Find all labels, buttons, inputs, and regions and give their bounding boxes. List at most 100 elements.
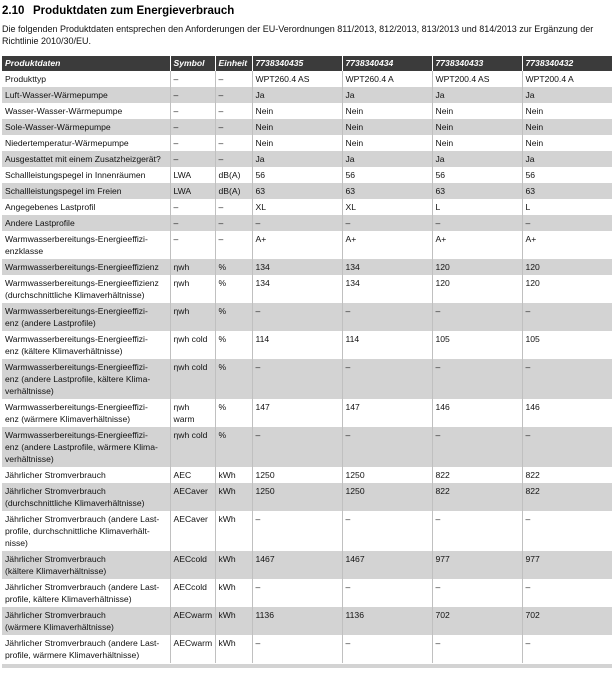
symbol-cell: ηwh — [169, 303, 215, 331]
product-row-label: Warmwasserbereitungs-Energieeffizi- enz … — [5, 334, 148, 356]
table-row: Warmwasserbereitungs-Energieeffizi- enz … — [2, 331, 612, 359]
value-cell: 822 — [431, 483, 522, 511]
value-cell: Ja — [251, 151, 342, 167]
value-cell: Ja — [341, 87, 432, 103]
symbol-cell: – — [169, 135, 215, 151]
symbol-cell: LWA — [169, 167, 215, 183]
value-cell: Nein — [251, 119, 342, 135]
value-cell: Ja — [341, 151, 432, 167]
table-row: Warmwasserbereitungs-Energieeffizienz (d… — [2, 275, 612, 303]
symbol-cell: AECaver — [169, 483, 215, 511]
value-cell: WPT200.4 A — [521, 71, 612, 87]
value-cell: 822 — [521, 483, 612, 511]
symbol-cell: AECcold — [169, 579, 215, 607]
unit-cell: % — [214, 275, 252, 303]
value-cell: – — [521, 215, 612, 231]
value-cell: Ja — [521, 151, 612, 167]
value-cell: Nein — [521, 135, 612, 151]
symbol-cell: – — [169, 231, 215, 259]
symbol-cell: – — [169, 87, 215, 103]
symbol-cell: AECcold — [169, 551, 215, 579]
value-cell: 1136 — [251, 607, 342, 635]
value-cell: 56 — [431, 167, 522, 183]
table-row: Jährlicher Stromverbrauch (durchschnittl… — [2, 483, 612, 511]
value-cell: WPT260.4 A — [341, 71, 432, 87]
table-row: Jährlicher Stromverbrauch (kältere Klima… — [2, 551, 612, 579]
table-row: Jährlicher Stromverbrauch (andere Last- … — [2, 579, 612, 607]
product-row-label: Ausgestattet mit einem Zusatzheizgerät? — [5, 154, 161, 164]
column-header-model-1: 7738340435 — [251, 56, 342, 71]
product-row-label: Niedertemperatur-Wärmepumpe — [5, 138, 129, 148]
symbol-cell: ηwh cold — [169, 331, 215, 359]
value-cell: 63 — [251, 183, 342, 199]
value-cell: 134 — [251, 275, 342, 303]
value-cell: Nein — [341, 119, 432, 135]
product-row-label: Jährlicher Stromverbrauch (andere Last- … — [5, 638, 160, 660]
value-cell: 134 — [341, 259, 432, 275]
value-cell: – — [251, 427, 342, 467]
product-row-label: Jährlicher Stromverbrauch (wärmere Klima… — [5, 610, 114, 632]
value-cell: 56 — [521, 167, 612, 183]
column-header-produktdaten: Produktdaten — [2, 56, 170, 71]
value-cell: A+ — [521, 231, 612, 259]
unit-cell: – — [214, 103, 252, 119]
unit-cell: % — [214, 427, 252, 467]
table-row: Jährlicher Stromverbrauch (andere Last- … — [2, 635, 612, 663]
value-cell: 1467 — [251, 551, 342, 579]
product-row-label: Wasser-Wasser-Wärmepumpe — [5, 106, 123, 116]
product-row-label: Warmwasserbereitungs-Energieeffizi- enzk… — [5, 234, 148, 256]
table-row: Warmwasserbereitungs-Energieeffizi- enz … — [2, 399, 612, 427]
table-row: Luft-Wasser-Wärmepumpe – – Ja Ja Ja Ja — [2, 87, 612, 103]
product-row-label: Jährlicher Stromverbrauch — [5, 470, 106, 480]
value-cell: 63 — [521, 183, 612, 199]
value-cell: 977 — [431, 551, 522, 579]
value-cell: – — [341, 359, 432, 399]
value-cell: – — [251, 579, 342, 607]
value-cell: – — [521, 511, 612, 551]
table-row: Warmwasserbereitungs-Energieeffizi- enzk… — [2, 231, 612, 259]
value-cell: – — [431, 215, 522, 231]
table-row: Jährlicher Stromverbrauch AEC kWh 1250 1250 8… — [2, 467, 612, 483]
page-title: Produktdaten zum Energieverbrauch — [33, 5, 235, 17]
value-cell: – — [251, 359, 342, 399]
product-data-table: Produktdaten Symbol Einheit 7738340435 7… — [2, 56, 612, 663]
table-row: Warmwasserbereitungs-Energieeffizienz ηwh… — [2, 259, 612, 275]
symbol-cell: – — [169, 103, 215, 119]
table-row: Produkttyp – – WPT260.4 AS WPT260.4 A WPT200.… — [2, 71, 612, 87]
unit-cell: – — [214, 135, 252, 151]
value-cell: 702 — [521, 607, 612, 635]
value-cell: 120 — [521, 259, 612, 275]
value-cell: Nein — [341, 135, 432, 151]
symbol-cell: ηwh — [169, 275, 215, 303]
unit-cell: – — [214, 119, 252, 135]
table-row: Schallleistungspegel im Freien LWA dB(A) 63… — [2, 183, 612, 199]
table-row: Jährlicher Stromverbrauch (wärmere Klima… — [2, 607, 612, 635]
value-cell: Ja — [521, 87, 612, 103]
value-cell: 105 — [431, 331, 522, 359]
value-cell: – — [431, 427, 522, 467]
value-cell: 134 — [251, 259, 342, 275]
table-body: Produkttyp – – WPT260.4 AS WPT260.4 A WPT200.… — [2, 71, 612, 663]
product-row-label: Jährlicher Stromverbrauch (andere Last- … — [5, 514, 160, 548]
product-row-label: Produkttyp — [5, 74, 47, 84]
value-cell: 120 — [431, 259, 522, 275]
value-cell: XL — [251, 199, 342, 215]
value-cell: 822 — [431, 467, 522, 483]
unit-cell: – — [214, 151, 252, 167]
value-cell: 114 — [341, 331, 432, 359]
table-row: Warmwasserbereitungs-Energieeffizi- enz … — [2, 303, 612, 331]
value-cell: A+ — [341, 231, 432, 259]
column-header-model-2: 7738340434 — [341, 56, 432, 71]
value-cell: Nein — [431, 135, 522, 151]
unit-cell: dB(A) — [214, 167, 252, 183]
value-cell: Nein — [341, 103, 432, 119]
value-cell: L — [521, 199, 612, 215]
table-row: Schallleistungspegel in Innenräumen LWA dB… — [2, 167, 612, 183]
value-cell: – — [521, 427, 612, 467]
value-cell: A+ — [251, 231, 342, 259]
value-cell: 120 — [431, 275, 522, 303]
value-cell: – — [341, 511, 432, 551]
value-cell: – — [431, 359, 522, 399]
unit-cell: kWh — [214, 511, 252, 551]
unit-cell: % — [214, 399, 252, 427]
